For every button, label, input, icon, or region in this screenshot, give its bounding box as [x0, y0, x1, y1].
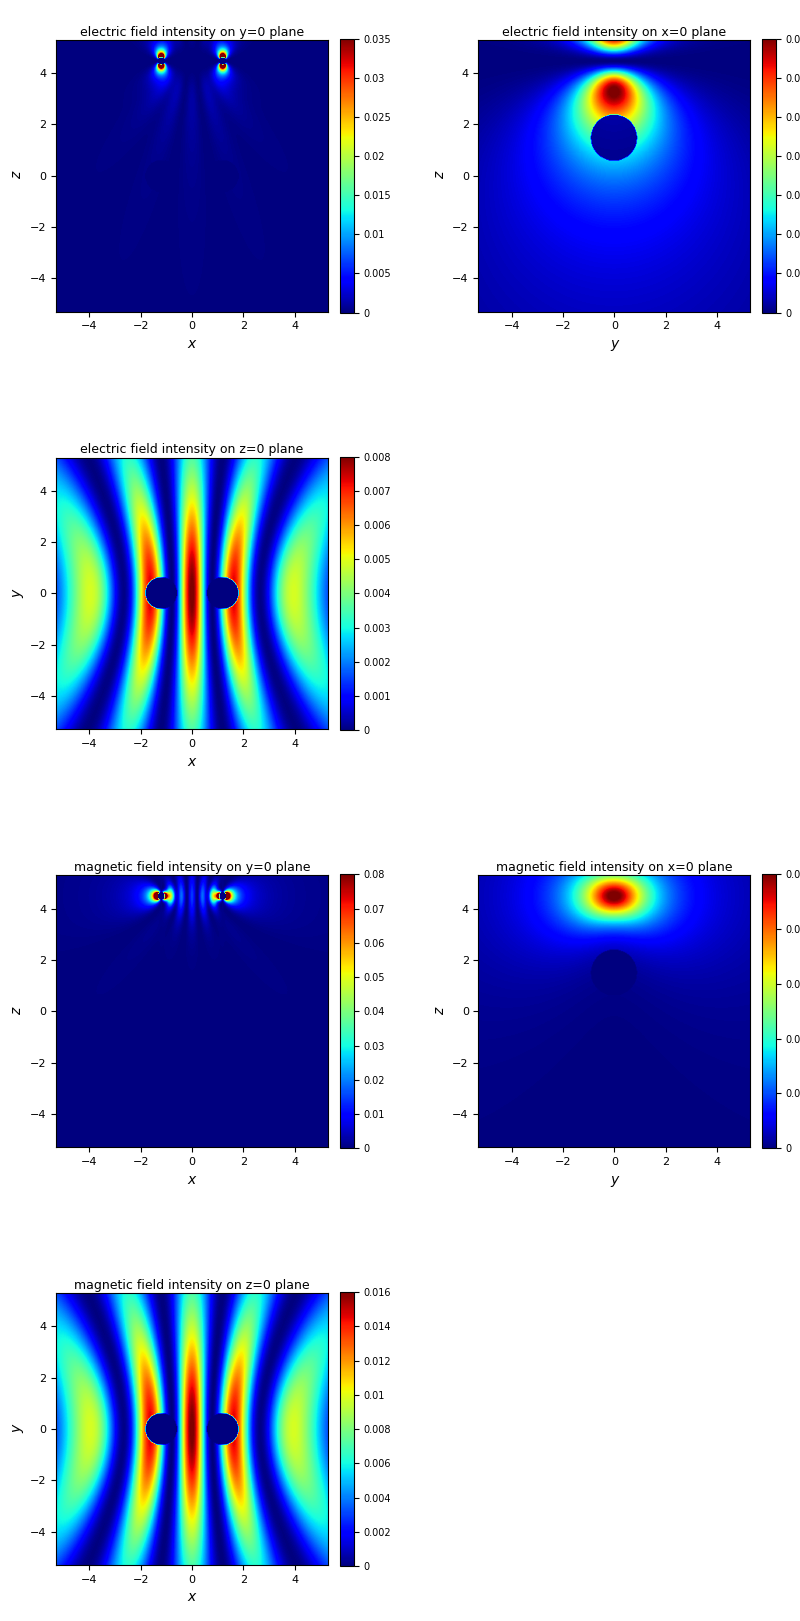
Title: magnetic field intensity on x=0 plane: magnetic field intensity on x=0 plane [496, 861, 733, 874]
Y-axis label: y: y [10, 590, 24, 598]
X-axis label: x: x [188, 755, 196, 768]
X-axis label: x: x [188, 337, 196, 350]
Y-axis label: z: z [10, 1008, 24, 1015]
Y-axis label: z: z [433, 1008, 446, 1015]
Y-axis label: y: y [10, 1425, 24, 1433]
Title: magnetic field intensity on y=0 plane: magnetic field intensity on y=0 plane [74, 861, 310, 874]
Y-axis label: z: z [10, 172, 24, 180]
X-axis label: y: y [610, 1172, 618, 1187]
Title: electric field intensity on y=0 plane: electric field intensity on y=0 plane [80, 26, 304, 39]
Title: magnetic field intensity on z=0 plane: magnetic field intensity on z=0 plane [74, 1279, 310, 1292]
Title: electric field intensity on x=0 plane: electric field intensity on x=0 plane [502, 26, 726, 39]
X-axis label: x: x [188, 1590, 196, 1605]
X-axis label: x: x [188, 1172, 196, 1187]
Y-axis label: z: z [433, 172, 446, 180]
Title: electric field intensity on z=0 plane: electric field intensity on z=0 plane [80, 444, 303, 457]
X-axis label: y: y [610, 337, 618, 350]
